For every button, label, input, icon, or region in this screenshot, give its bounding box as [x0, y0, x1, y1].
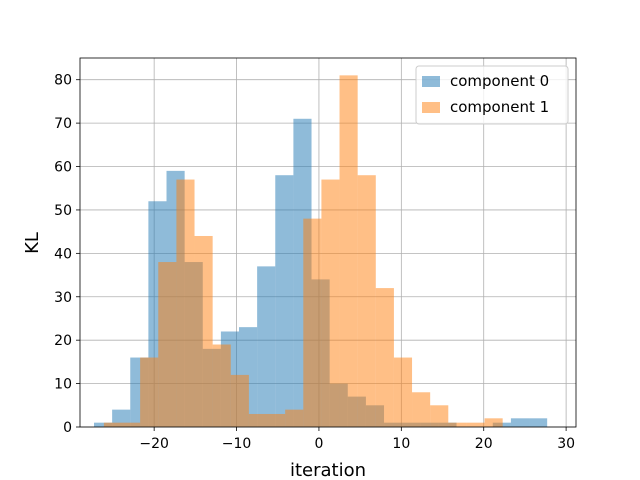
- bar-series-1: [484, 418, 503, 427]
- bar-series-1: [103, 422, 123, 427]
- legend: component 0 component 1: [415, 65, 569, 125]
- y-tick-label: 10: [54, 377, 72, 393]
- bar-series-1: [194, 235, 213, 427]
- x-axis-label: iteration: [290, 460, 366, 480]
- bar-series-1: [122, 422, 141, 427]
- bar-series-1: [448, 422, 467, 427]
- y-tick-label: 60: [54, 160, 72, 176]
- bar-series-0: [529, 418, 548, 427]
- bar-series-1: [158, 262, 177, 427]
- y-tick-label: 70: [54, 116, 72, 132]
- y-tick-label: 0: [63, 420, 72, 436]
- x-tick-label: −10: [222, 436, 252, 452]
- bar-series-0: [510, 418, 530, 427]
- bar-series-1: [140, 357, 159, 427]
- bar-series-1: [357, 175, 376, 427]
- legend-box: [415, 65, 569, 125]
- bar-series-0: [94, 422, 113, 427]
- bar-series-1: [466, 422, 485, 427]
- bar-series-1: [393, 357, 413, 427]
- x-tick-label: 30: [557, 436, 575, 452]
- bar-series-0: [275, 175, 294, 427]
- y-tick-label: 40: [54, 246, 72, 262]
- y-axis-label: KL: [22, 232, 43, 254]
- x-tick-label: 0: [314, 436, 323, 452]
- y-tick-label: 80: [54, 73, 72, 89]
- bar-series-1: [248, 413, 268, 427]
- legend-swatch: [422, 76, 440, 87]
- y-tick-label: 50: [54, 203, 72, 219]
- x-tick-label: −20: [139, 436, 169, 452]
- bar-series-0: [257, 266, 276, 427]
- bar-series-1: [285, 409, 304, 427]
- bar-series-1: [430, 405, 449, 427]
- bar-series-1: [303, 218, 322, 427]
- y-tick-label: 20: [54, 333, 72, 349]
- bar-series-1: [339, 75, 358, 427]
- bar-series-1: [267, 413, 286, 427]
- legend-swatch: [422, 102, 440, 113]
- bar-series-1: [176, 179, 195, 427]
- bar-series-1: [212, 344, 231, 427]
- plot-frame: [79, 57, 577, 428]
- legend-label: component 1: [450, 98, 549, 116]
- x-tick-label: 10: [392, 436, 410, 452]
- y-tick-label: 30: [54, 290, 72, 306]
- legend-label: component 0: [450, 72, 549, 90]
- bar-series-1: [375, 288, 394, 427]
- bars: [94, 75, 548, 427]
- ticks: −20 −10 0 10 20 30 0 10 20 30 40 50 60 70 80: [54, 73, 575, 452]
- bar-series-1: [412, 392, 431, 427]
- x-tick-label: 20: [475, 436, 493, 452]
- bar-series-1: [230, 374, 249, 427]
- bar-series-1: [321, 179, 340, 427]
